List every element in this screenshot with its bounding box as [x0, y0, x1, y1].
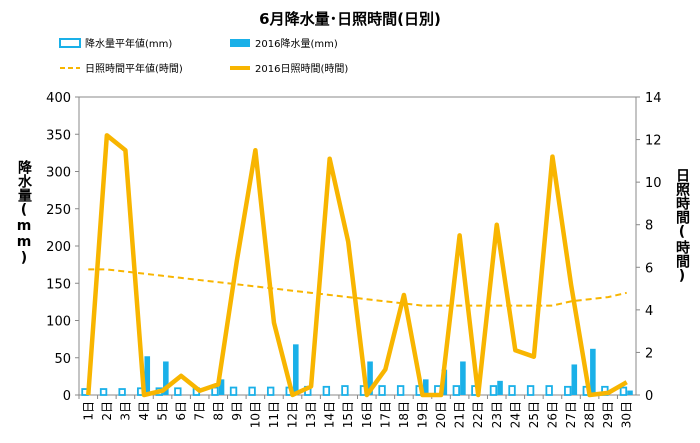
- x-tick-label: 13日: [304, 401, 318, 428]
- y-left-tick-label: 200: [46, 240, 71, 255]
- bar-rain-2016: [422, 379, 429, 395]
- bar-normal-rain: [248, 386, 256, 396]
- x-tick-label: 11日: [267, 401, 281, 428]
- x-tick-label: 5日: [156, 401, 170, 421]
- x-tick-label: 20日: [434, 401, 448, 428]
- bar-normal-rain: [489, 385, 498, 396]
- y-right-tick-label: 14: [645, 91, 662, 106]
- bar-normal-rain: [229, 386, 238, 396]
- y-left-tick-label: 50: [54, 352, 71, 367]
- legend-label-normal-rain: 降水量平年値(mm): [85, 37, 172, 50]
- bar-normal-rain: [396, 385, 405, 396]
- y-right-tick-label: 4: [645, 304, 653, 319]
- y-left-tick-label: 350: [46, 128, 71, 143]
- x-tick-label: 22日: [471, 401, 485, 428]
- legend-label-normal-sun: 日照時間平年値(時間): [85, 62, 183, 75]
- x-tick-label: 3日: [118, 401, 132, 421]
- bar-rain-2016: [293, 344, 299, 395]
- bar-normal-rain: [211, 386, 219, 396]
- bar-rain-2016: [590, 348, 596, 395]
- x-tick-label: 15日: [341, 401, 355, 428]
- x-tick-label: 18日: [397, 401, 411, 428]
- legend-label-rain-2016: 2016降水量(mm): [255, 37, 338, 50]
- bar-normal-rain: [619, 386, 628, 396]
- x-tick-label: 4日: [137, 401, 151, 421]
- y-right-label: 日照時間(時間): [674, 168, 690, 284]
- bar-rain-2016: [497, 380, 503, 395]
- x-tick-label: 28日: [583, 401, 597, 428]
- legend-swatch-normal-rain: [59, 38, 81, 48]
- x-axis: 1日 2日 3日 4日 5日 6日 7日 8日 9日 10日 11日 12日 13日 14日 15日 16日 1…: [78, 395, 634, 428]
- y-right-tick-label: 12: [645, 134, 662, 149]
- bar-rain-2016: [144, 356, 151, 395]
- y-left-tick-label: 300: [46, 166, 71, 181]
- y-left-tick-label: 400: [46, 91, 71, 106]
- y-left-tick-label: 150: [46, 277, 71, 292]
- bar-rain-2016: [571, 364, 578, 395]
- legend: 降水量平年値(mm) 2016降水量(mm) 日照時間平年値(時間) 2016日…: [59, 37, 348, 75]
- x-tick-label: 19日: [415, 401, 429, 428]
- bar-normal-rain: [545, 385, 553, 396]
- x-tick-label: 29日: [601, 401, 615, 428]
- x-tick-label: 12日: [286, 401, 300, 428]
- line-sun-2016: [86, 133, 628, 398]
- y-left-label: 降水量(mm): [16, 159, 32, 266]
- x-tick-label: 1日: [81, 401, 95, 421]
- bar-normal-rain: [266, 386, 275, 396]
- x-tick-label: 16日: [360, 401, 374, 428]
- bar-normal-rain: [322, 385, 331, 396]
- bar-rain-2016: [460, 361, 466, 395]
- y-right-tick-label: 0: [645, 389, 653, 404]
- x-tick-label: 6日: [174, 401, 188, 421]
- bar-normal-rain: [118, 388, 126, 396]
- bar-rain-2016: [218, 379, 225, 395]
- bar-rain-2016: [163, 361, 169, 395]
- x-tick-label: 7日: [193, 401, 207, 421]
- plot-area: [78, 96, 637, 396]
- bar-rain-2016: [367, 361, 373, 395]
- y-right-tick-label: 8: [645, 219, 653, 234]
- y-right-tick-label: 6: [645, 261, 653, 276]
- x-tick-label: 10日: [248, 401, 262, 428]
- x-tick-label: 25日: [527, 401, 541, 428]
- bar-rain-2016: [627, 390, 633, 395]
- y-left-tick-label: 0: [63, 389, 71, 404]
- x-tick-label: 26日: [545, 401, 559, 428]
- y-left-axis: 0 50 100 150 200 250 300 350 400: [46, 91, 79, 404]
- x-tick-label: 17日: [378, 401, 392, 428]
- chart-title: 6月降水量･日照時間(日別): [259, 10, 441, 28]
- bar-normal-rain: [508, 385, 516, 396]
- bar-normal-rain: [564, 385, 572, 396]
- x-tick-label: 24日: [508, 401, 522, 428]
- x-tick-label: 14日: [323, 401, 337, 428]
- y-left-tick-label: 100: [46, 315, 71, 330]
- bar-normal-rain: [341, 385, 349, 396]
- x-tick-label: 8日: [211, 401, 225, 421]
- y-right-tick-label: 10: [645, 176, 662, 191]
- y-left-tick-label: 250: [46, 203, 71, 218]
- bar-normal-rain: [452, 385, 461, 396]
- x-tick-label: 27日: [564, 401, 578, 428]
- legend-swatch-rain-2016: [230, 39, 250, 47]
- x-tick-label: 9日: [230, 401, 244, 421]
- bar-normal-rain: [174, 387, 182, 396]
- x-tick-label: 21日: [453, 401, 467, 428]
- x-tick-label: 2日: [100, 401, 114, 421]
- y-right-tick-label: 2: [645, 346, 653, 361]
- legend-label-sun-2016: 2016日照時間(時間): [255, 63, 348, 75]
- x-tick-label: 30日: [620, 401, 634, 428]
- bar-normal-rain: [378, 385, 386, 396]
- bar-normal-rain: [99, 388, 108, 396]
- x-tick-label: 23日: [490, 401, 504, 428]
- bar-normal-rain: [526, 385, 535, 396]
- lines: [86, 133, 628, 398]
- y-right-axis: 0 2 4 6 8 10 12 14: [636, 91, 662, 404]
